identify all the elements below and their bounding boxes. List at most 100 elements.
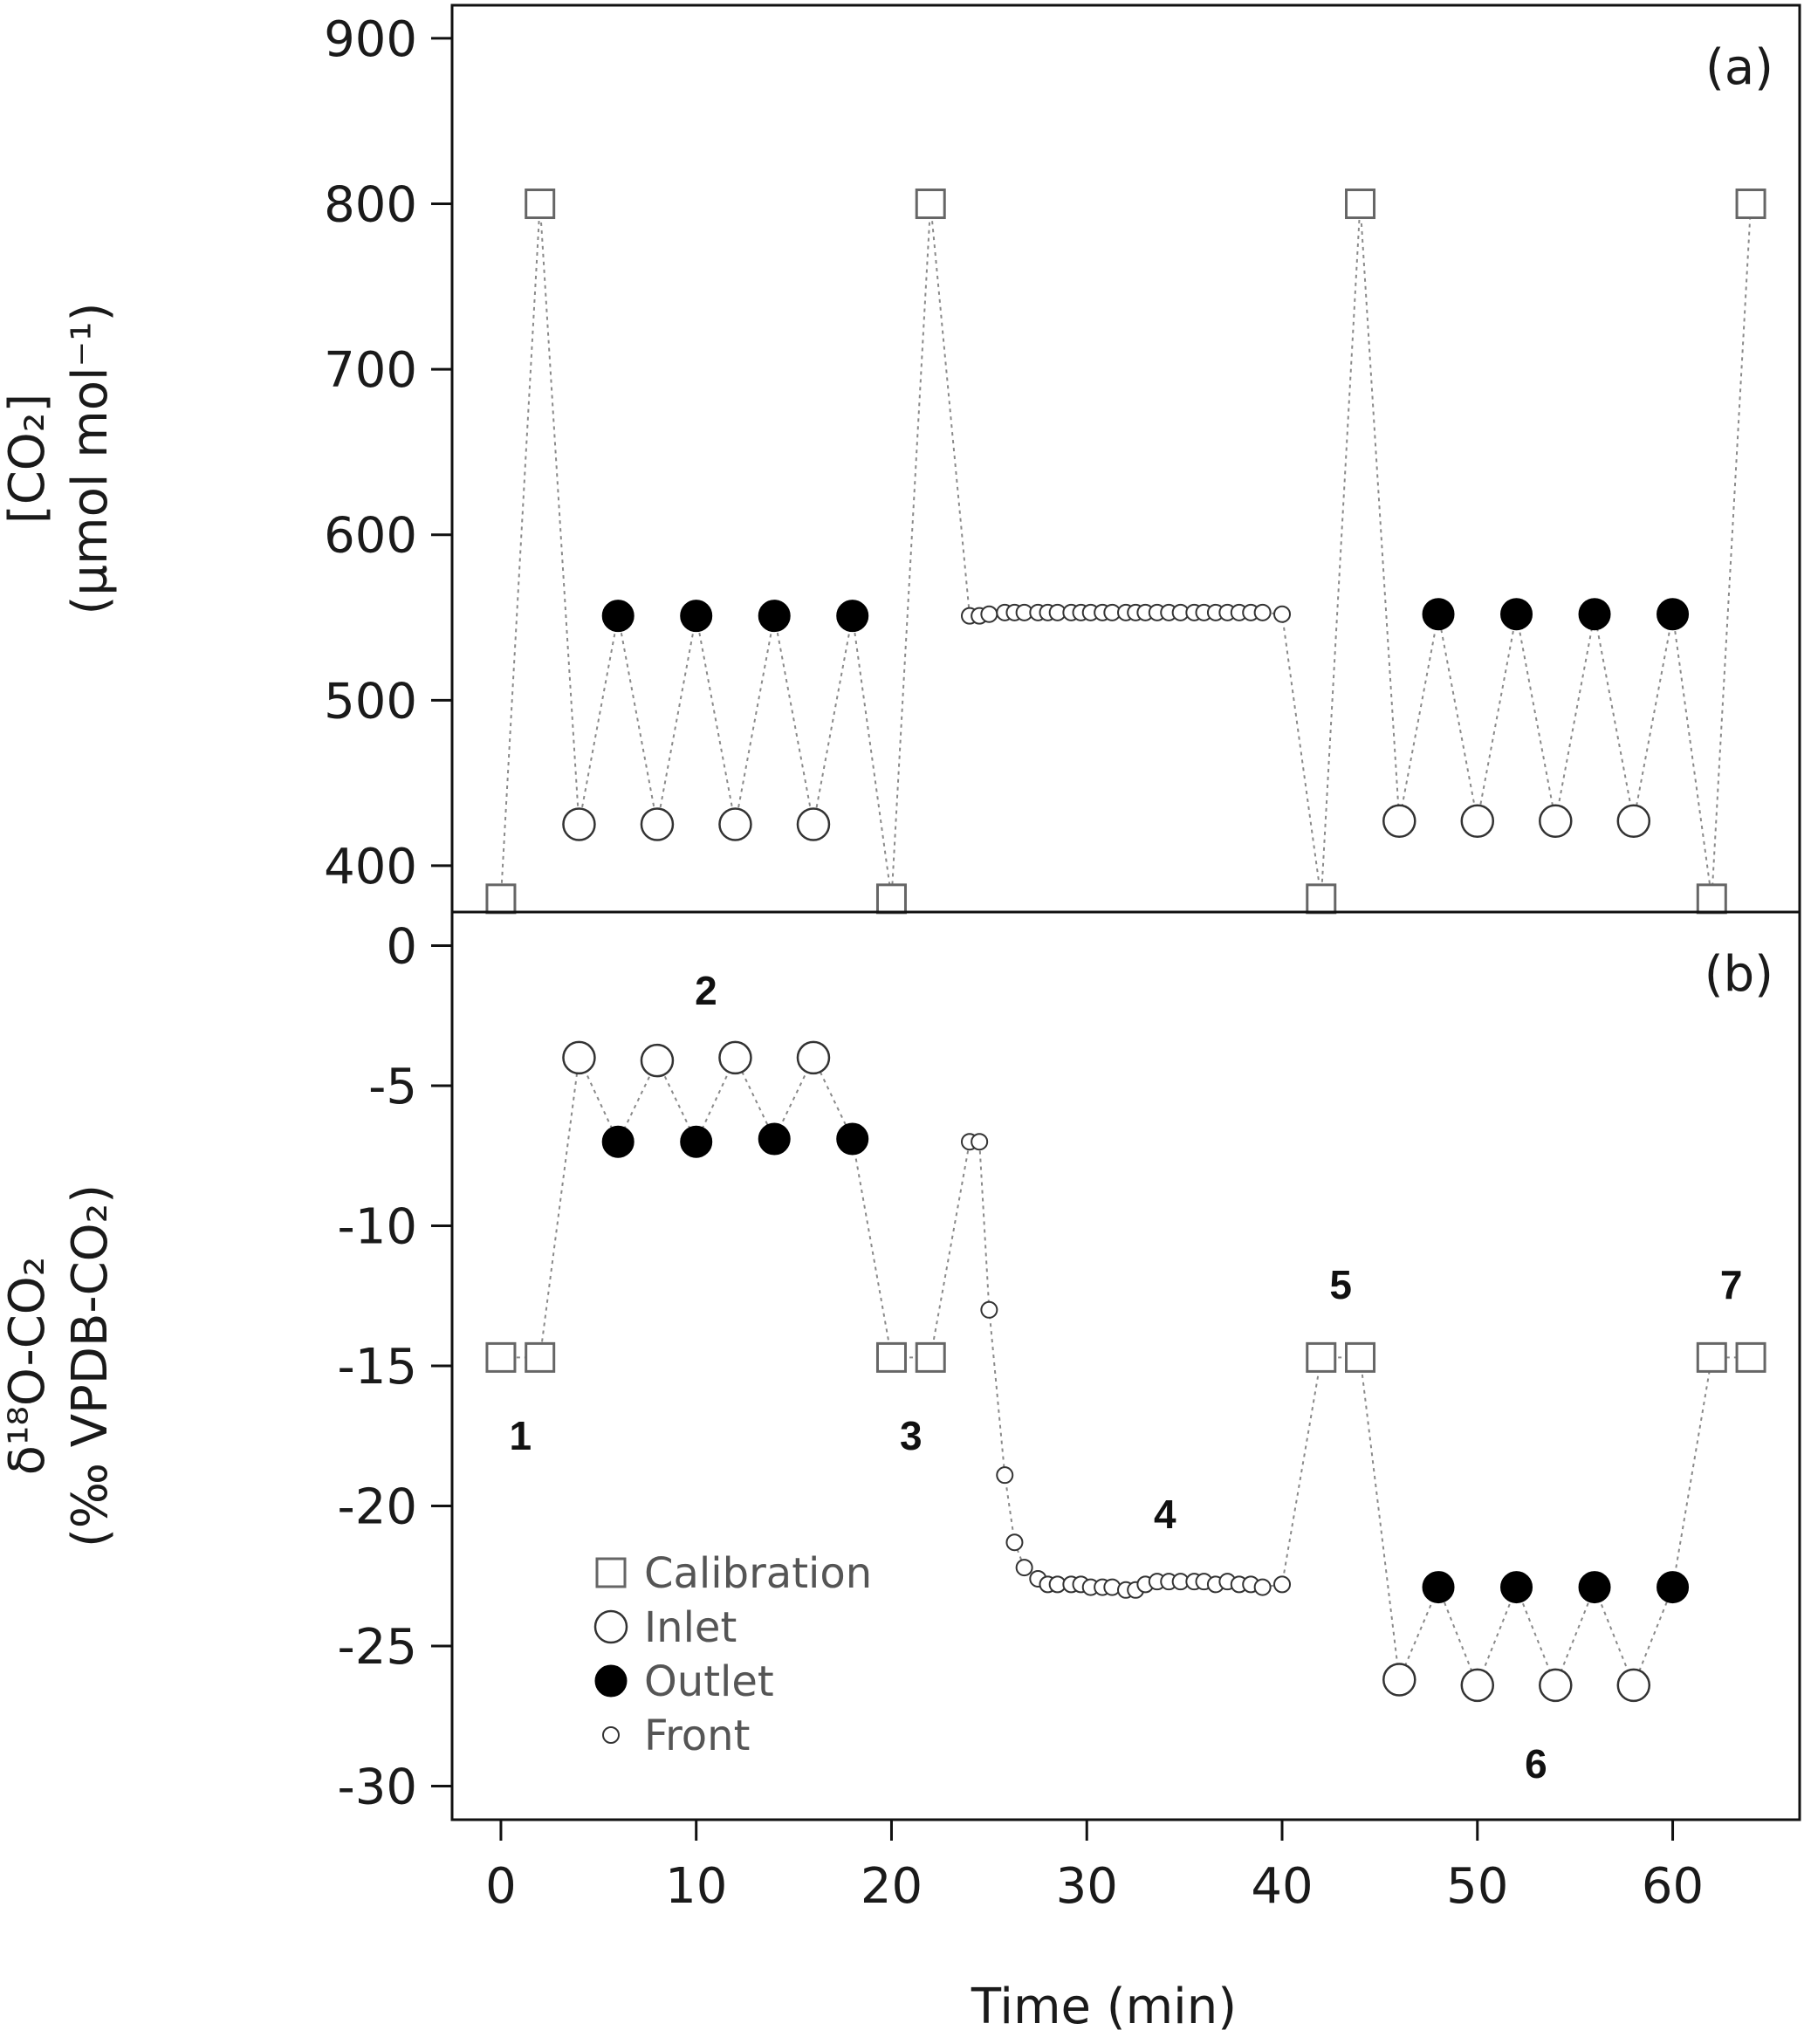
outlet-point bbox=[836, 1122, 869, 1156]
front-point bbox=[1015, 1559, 1033, 1577]
inlet-point bbox=[562, 807, 596, 841]
y-tick-label: 600 bbox=[324, 508, 417, 565]
front-point bbox=[971, 1133, 989, 1151]
outlet-point bbox=[601, 600, 634, 633]
front-point bbox=[980, 605, 998, 623]
phase-annotation: 3 bbox=[900, 1413, 923, 1458]
calibration-point bbox=[485, 1341, 517, 1373]
calibration-point bbox=[875, 1341, 907, 1373]
y-tick-label: 800 bbox=[324, 177, 417, 234]
outlet-point bbox=[836, 600, 869, 633]
calibration-point bbox=[485, 883, 517, 915]
outlet-point bbox=[758, 1122, 791, 1156]
x-tick-label: 40 bbox=[1251, 1858, 1313, 1915]
inlet-point bbox=[718, 807, 752, 841]
outlet-point bbox=[1657, 598, 1690, 631]
calibration-point bbox=[525, 189, 556, 220]
y-axis-title: [CO₂] (µmol mol⁻¹) bbox=[0, 303, 119, 615]
phase-annotation: 6 bbox=[1525, 1741, 1547, 1787]
calibration-point bbox=[875, 883, 907, 915]
outlet-point bbox=[758, 600, 791, 633]
front-point bbox=[1005, 1533, 1024, 1552]
outlet-point bbox=[1578, 1571, 1611, 1604]
calibration-point bbox=[1735, 1341, 1766, 1373]
front-point bbox=[996, 1466, 1014, 1485]
front-point bbox=[980, 1300, 998, 1319]
x-tick-label: 20 bbox=[861, 1858, 923, 1915]
legend-inlet-icon bbox=[593, 1609, 628, 1644]
y-tick-label: -20 bbox=[338, 1478, 417, 1535]
outlet-point bbox=[1578, 598, 1611, 631]
outlet-point bbox=[680, 1125, 713, 1158]
x-tick-label: 50 bbox=[1446, 1858, 1508, 1915]
calibration-point bbox=[1696, 1341, 1727, 1373]
panel-label: (a) bbox=[1705, 39, 1773, 96]
inlet-point bbox=[562, 1040, 596, 1075]
outlet-point bbox=[1500, 1571, 1533, 1604]
front-point bbox=[1273, 605, 1292, 623]
calibration-point bbox=[915, 1341, 946, 1373]
inlet-point bbox=[1616, 804, 1651, 838]
front-point bbox=[1253, 1578, 1272, 1596]
outlet-point bbox=[1422, 1571, 1455, 1604]
legend: Calibration Inlet Outlet Front bbox=[593, 1549, 872, 1760]
inlet-point bbox=[1539, 804, 1573, 838]
y-tick-label: -5 bbox=[368, 1059, 417, 1115]
y-tick-label: -15 bbox=[338, 1339, 417, 1396]
calibration-point bbox=[1306, 1341, 1337, 1373]
phase-annotation: 7 bbox=[1720, 1262, 1743, 1307]
x-tick-label: 60 bbox=[1642, 1858, 1704, 1915]
inlet-point bbox=[640, 1043, 675, 1078]
calibration-point bbox=[915, 189, 946, 220]
phase-annotation: 2 bbox=[695, 968, 717, 1013]
inlet-point bbox=[796, 807, 831, 841]
legend-inlet-label: Inlet bbox=[644, 1603, 737, 1652]
y-tick-label: 900 bbox=[324, 11, 417, 68]
calibration-point bbox=[1345, 189, 1376, 220]
x-axis-title: Time (min) bbox=[971, 1979, 1237, 2035]
legend-calibration-label: Calibration bbox=[644, 1549, 872, 1598]
outlet-point bbox=[1422, 598, 1455, 631]
front-point bbox=[1253, 603, 1272, 621]
panel-b: 0 -5 -10 -15 -20 -25 -30 0 10 20 30 40 50 60 Time (min… bbox=[0, 910, 1801, 2035]
inlet-point bbox=[718, 1040, 752, 1075]
y-tick-label: -10 bbox=[338, 1199, 417, 1256]
y-tick-label: 400 bbox=[324, 839, 417, 895]
inlet-point bbox=[796, 1040, 831, 1075]
phase-annotation: 1 bbox=[510, 1413, 532, 1458]
calibration-point bbox=[1345, 1341, 1376, 1373]
inlet-point bbox=[1460, 1668, 1495, 1703]
connector-line bbox=[499, 203, 1753, 899]
legend-calibration-icon bbox=[595, 1557, 627, 1588]
plot-frame bbox=[450, 3, 1801, 914]
inlet-point bbox=[1382, 1663, 1416, 1697]
calibration-point bbox=[1696, 883, 1727, 915]
y-axis-title: δ¹⁸O-CO₂ (‰ VPDB-CO₂) bbox=[0, 1184, 119, 1547]
inlet-point bbox=[1460, 804, 1495, 838]
y-tick-label: -30 bbox=[338, 1759, 417, 1815]
inlet-point bbox=[640, 807, 675, 841]
inlet-point bbox=[1382, 804, 1416, 838]
panel-label: (b) bbox=[1705, 946, 1773, 1003]
outlet-point bbox=[601, 1125, 634, 1158]
legend-front-label: Front bbox=[644, 1711, 750, 1760]
calibration-point bbox=[1306, 883, 1337, 915]
outlet-point bbox=[680, 600, 713, 633]
inlet-point bbox=[1539, 1668, 1573, 1703]
legend-front-icon bbox=[602, 1726, 620, 1744]
legend-outlet-label: Outlet bbox=[644, 1657, 774, 1706]
legend-outlet-icon bbox=[594, 1664, 628, 1698]
front-point bbox=[1273, 1575, 1292, 1594]
outlet-point bbox=[1657, 1571, 1690, 1604]
y-tick-label: 500 bbox=[324, 673, 417, 730]
phase-annotation: 5 bbox=[1329, 1262, 1352, 1307]
x-tick-label: 30 bbox=[1056, 1858, 1118, 1915]
y-tick-label: -25 bbox=[338, 1619, 417, 1676]
outlet-point bbox=[1500, 598, 1533, 631]
x-tick-label: 0 bbox=[485, 1858, 517, 1915]
calibration-point bbox=[1735, 189, 1766, 220]
phase-annotation: 4 bbox=[1154, 1492, 1176, 1537]
inlet-point bbox=[1616, 1668, 1651, 1703]
y-tick-label: 0 bbox=[386, 919, 417, 976]
